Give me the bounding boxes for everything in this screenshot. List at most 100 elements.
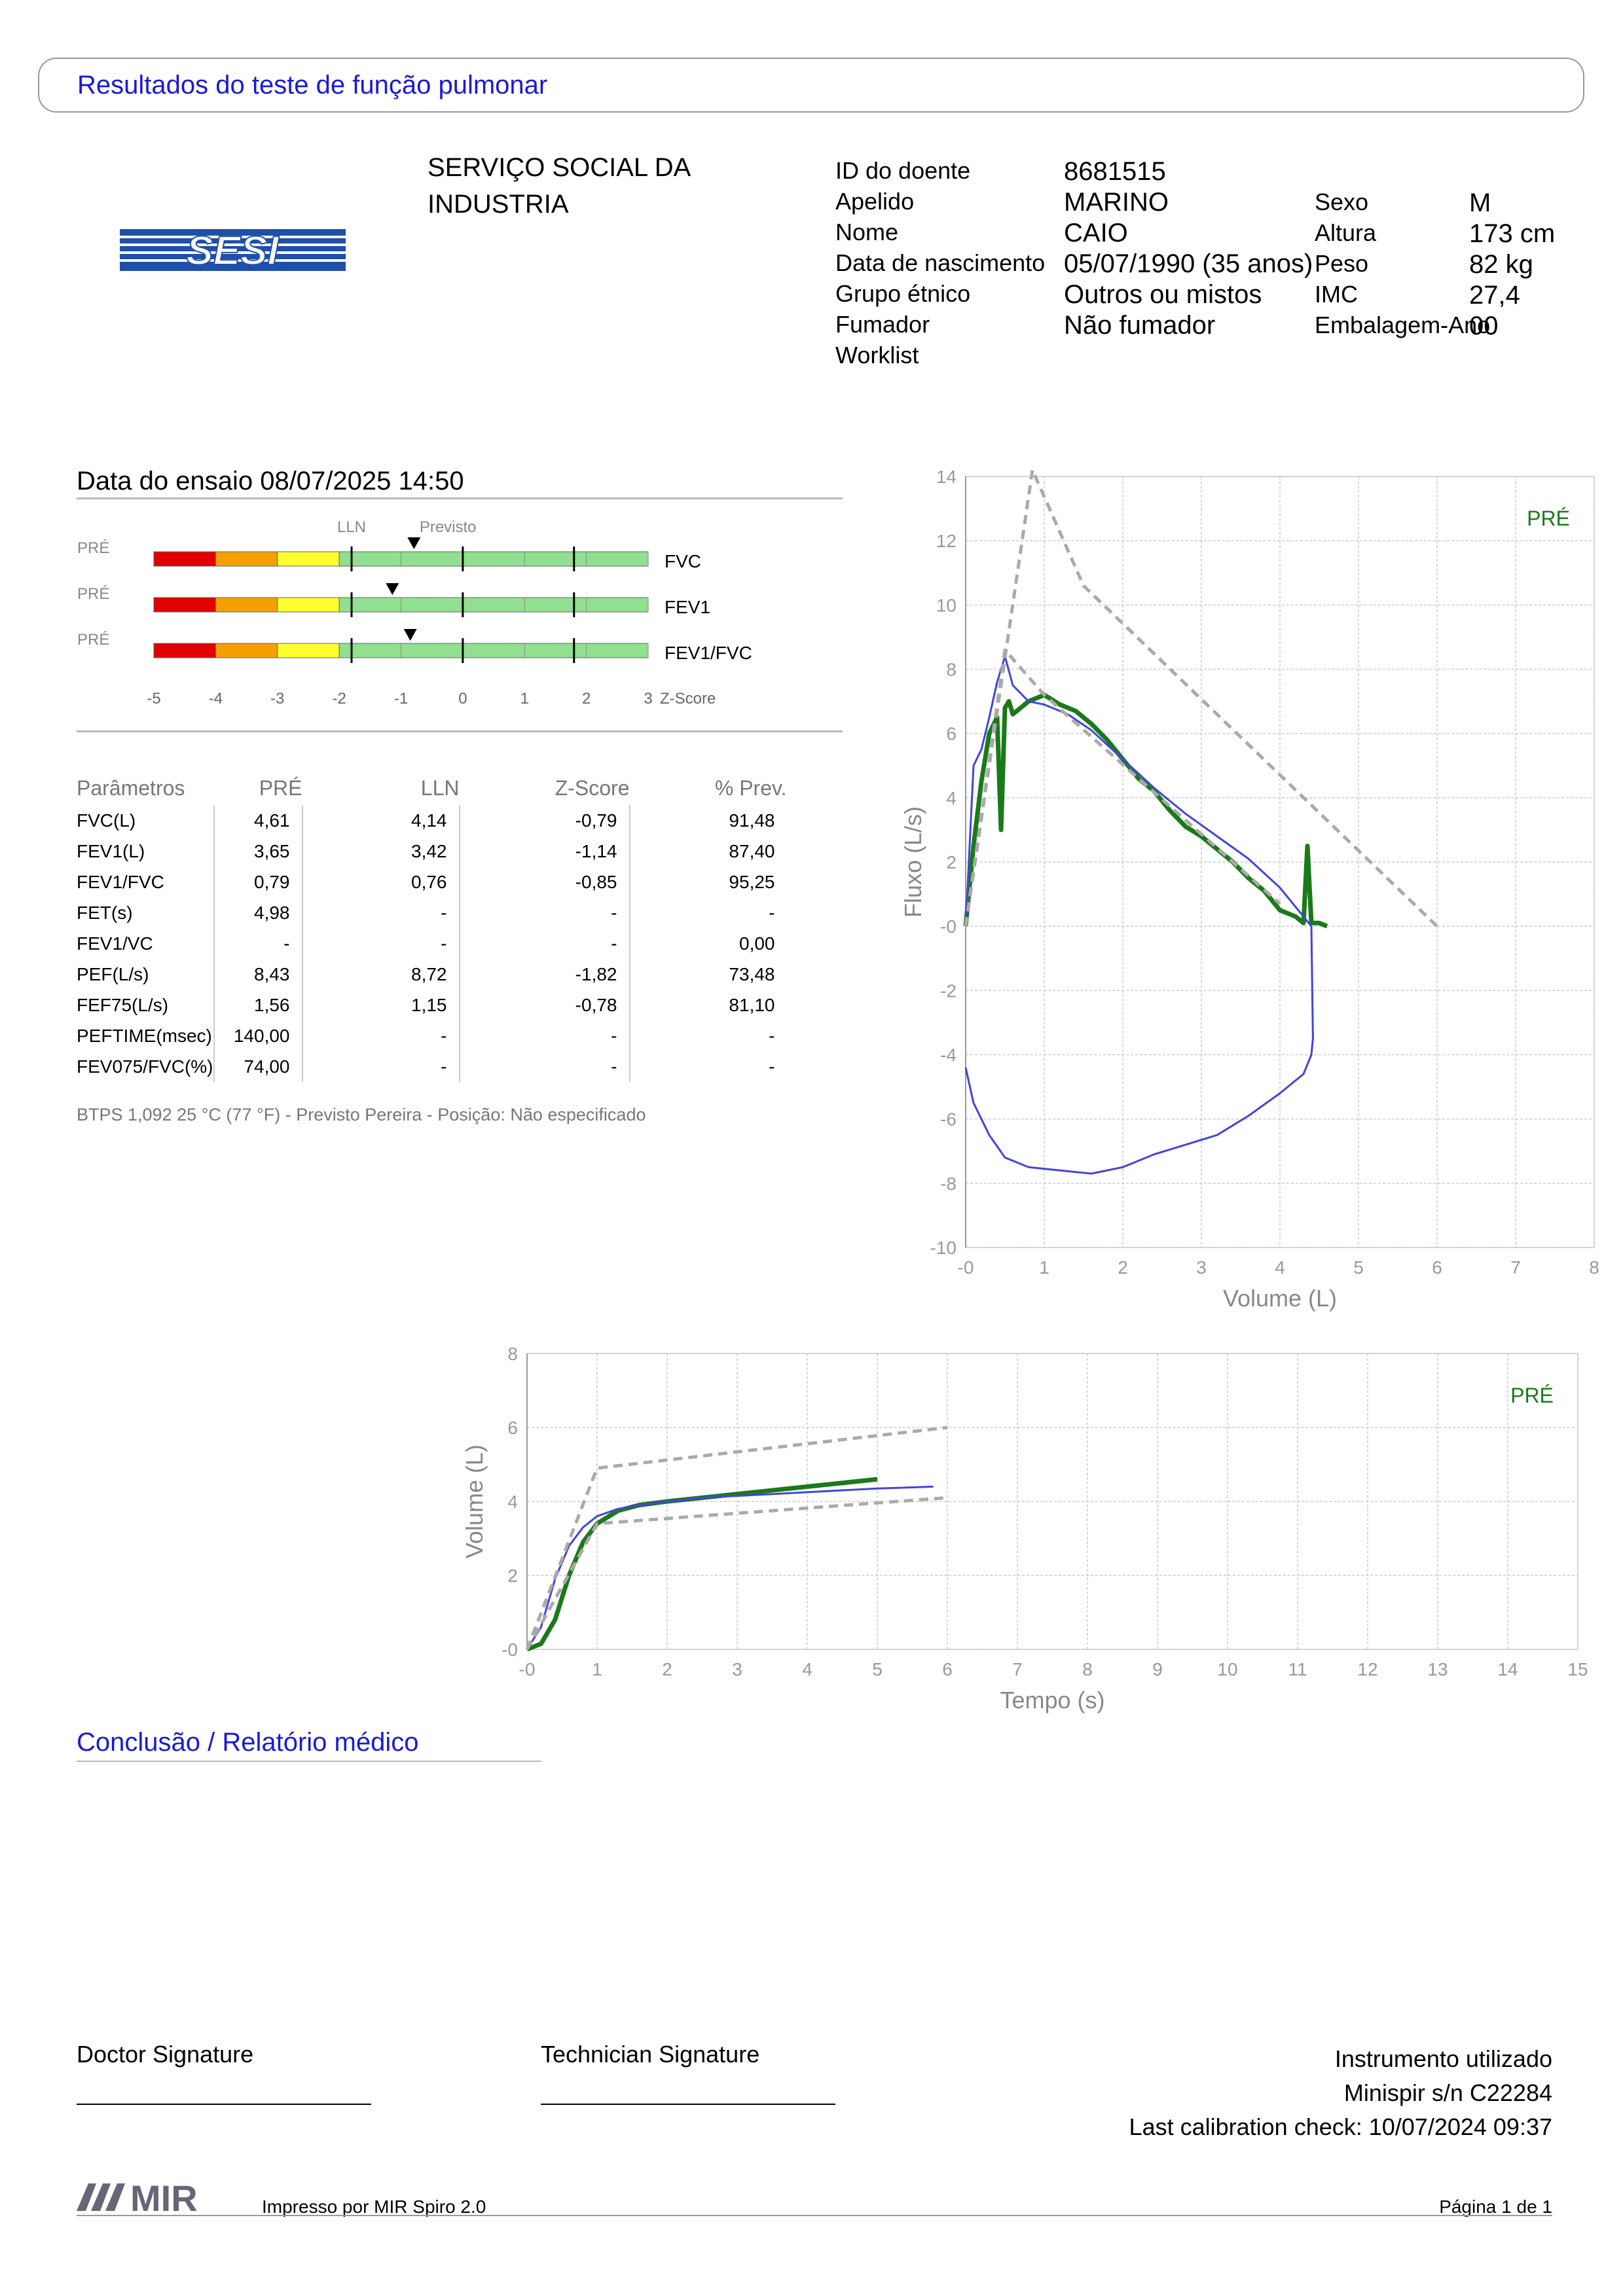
zscore-panel: LLN Previsto PRÉ FVC PRÉ FEV1 PRÉ FEV1/FVC -5 -4 -… — [77, 518, 752, 708]
zscore-scale-tick: 0 — [458, 690, 467, 708]
table-row: FEV1/VC - - -0,00 — [77, 928, 787, 959]
table-cell: - — [459, 928, 630, 959]
x-tick-label: 4 — [1275, 1257, 1285, 1278]
zscore-band — [153, 643, 216, 658]
table-cell: 91,48 — [729, 810, 775, 831]
table-header: PRÉ — [259, 776, 302, 800]
lln-label: LLN — [337, 518, 366, 536]
doctor-signature-line[interactable] — [77, 2104, 371, 2105]
table-cell: FEV1(L) — [77, 836, 215, 867]
doctor-signature-label: Doctor Signature — [77, 2041, 254, 2068]
table-cell: FEF75(L/s) — [77, 990, 215, 1020]
patient-value: 82 kg — [1469, 250, 1533, 279]
zscore-row-name: FEV1 — [665, 597, 710, 617]
table-cell: 3,65 — [213, 836, 303, 867]
zscore-band — [215, 597, 278, 613]
report-title: Resultados do teste de função pulmonar — [77, 71, 548, 99]
zscore-scale-label: Z-Score — [660, 690, 716, 708]
zscore-scale-tick: -4 — [209, 690, 223, 708]
table-cell: FEV075/FVC(%) — [77, 1051, 215, 1082]
conclusion-title: Conclusão / Relatório médico — [77, 1728, 419, 1757]
zscore-row-tag: PRÉ — [77, 585, 109, 603]
zscore-scale-tick: 2 — [582, 690, 591, 708]
x-tick-label: 2 — [662, 1659, 672, 1679]
table-cell: 1,15 — [302, 990, 460, 1020]
table-cell: - — [213, 928, 303, 959]
table-cell: - — [459, 897, 630, 928]
x-tick-label: 13 — [1427, 1659, 1448, 1679]
y-tick-label: -0 — [501, 1640, 518, 1660]
table-cell: FVC(L) — [77, 805, 215, 836]
mir-logo-text: MIR — [130, 2178, 198, 2215]
y-tick-label: -10 — [930, 1238, 957, 1258]
patient-value: 173 cm — [1469, 219, 1556, 248]
patient-label: Altura — [1315, 219, 1377, 246]
predicted-series-line — [525, 1426, 948, 1650]
zscore-band — [277, 597, 340, 613]
instrument-title: Instrumento utilizado — [1334, 2045, 1552, 2072]
x-tick-label: 7 — [1012, 1659, 1023, 1679]
table-cell: - — [769, 1025, 775, 1046]
y-axis-label: Fluxo (L/s) — [900, 806, 926, 918]
patient-label: Peso — [1315, 250, 1369, 277]
y-tick-label: 8 — [507, 1344, 518, 1364]
table-cell: 4,14 — [302, 805, 460, 836]
patient-value: Não fumador — [1064, 311, 1216, 340]
x-tick-label: -0 — [958, 1257, 974, 1278]
y-tick-label: -8 — [940, 1174, 957, 1194]
table-cell: FET(s) — [77, 897, 215, 928]
patient-value: 27,4 — [1469, 281, 1520, 310]
table-cell: -1,14 — [459, 836, 630, 867]
divider — [77, 1761, 541, 1762]
table-cell: 8,72 — [302, 959, 460, 990]
y-tick-label: 4 — [946, 788, 957, 808]
patient-value: CAIO — [1064, 219, 1128, 247]
patient-value: 05/07/1990 (35 anos) — [1064, 249, 1313, 278]
table-cell: - — [769, 902, 775, 923]
divider — [77, 497, 843, 499]
table-cell: 1,56 — [213, 990, 303, 1020]
patient-value: M — [1469, 188, 1491, 217]
table-cell: 140,00 — [213, 1020, 303, 1051]
table-cell: - — [302, 928, 460, 959]
footer-rule — [77, 2215, 1552, 2216]
x-tick-label: 7 — [1510, 1257, 1521, 1278]
y-tick-label: -4 — [940, 1045, 957, 1066]
table-cell: - — [769, 1056, 775, 1077]
table-cell: FEV1/VC — [77, 928, 215, 959]
table-cell: 3,42 — [302, 836, 460, 867]
patient-value: Outros ou mistos — [1064, 280, 1262, 309]
parameters-table: Parâmetros PRÉ LLN Z-Score % Prev. FVC(L) 4,6… — [77, 771, 787, 1082]
zscore-row-name: FEV1/FVC — [665, 643, 752, 663]
zscore-row-tag: PRÉ — [77, 631, 109, 649]
table-cell: - — [302, 897, 460, 928]
zscore-band — [338, 551, 649, 567]
table-cell: 87,40 — [729, 840, 775, 861]
patient-label: Sexo — [1315, 188, 1369, 215]
x-tick-label: 9 — [1152, 1659, 1163, 1679]
y-tick-label: 14 — [936, 467, 957, 487]
x-tick-label: 8 — [1589, 1257, 1599, 1278]
zscore-band — [153, 597, 216, 613]
zscore-row-name: FVC — [665, 551, 701, 571]
instrument-model: Minispir s/n C22284 — [1343, 2079, 1552, 2106]
x-tick-label: 15 — [1567, 1659, 1588, 1679]
y-tick-label: 12 — [936, 531, 957, 551]
x-tick-label: 11 — [1288, 1659, 1307, 1679]
table-cell: 73,48 — [729, 963, 775, 984]
x-tick-label: 4 — [802, 1659, 812, 1679]
table-cell: 0,76 — [302, 867, 460, 897]
table-header: Z-Score — [555, 776, 630, 800]
table-header: LLN — [420, 776, 460, 800]
x-tick-label: 6 — [1432, 1257, 1442, 1278]
reference-series-line — [526, 1485, 934, 1650]
table-cell: 0,00 — [739, 933, 775, 954]
patient-label: IMC — [1315, 281, 1358, 308]
technician-signature-label: Technician Signature — [541, 2041, 760, 2068]
table-cell: 74,00 — [213, 1051, 303, 1082]
y-tick-label: 2 — [507, 1566, 518, 1586]
x-tick-label: 3 — [732, 1659, 742, 1679]
legend-label: PRÉ — [1527, 507, 1570, 530]
technician-signature-line[interactable] — [541, 2104, 835, 2105]
